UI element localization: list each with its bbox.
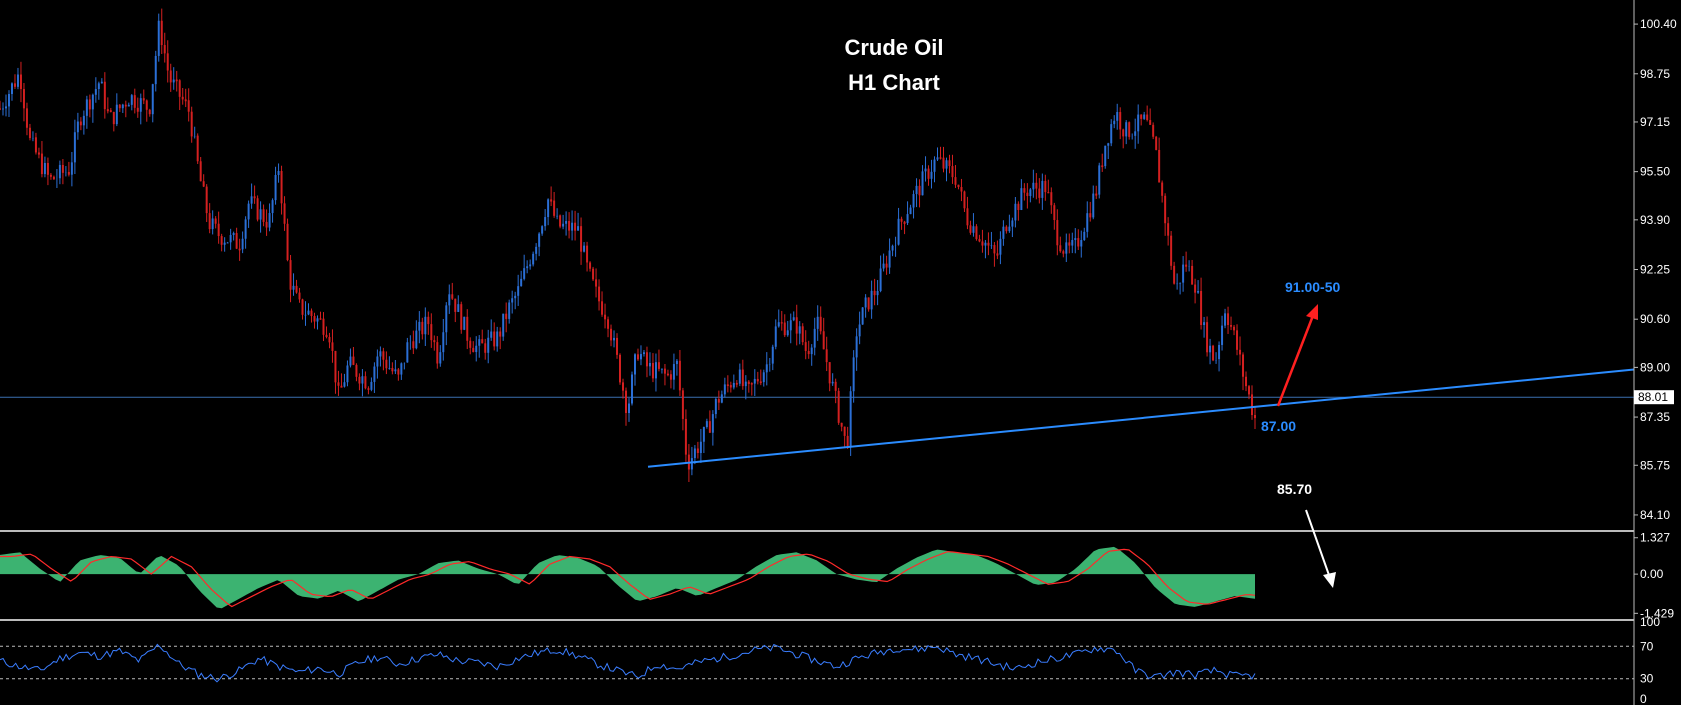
current-price-box (1634, 390, 1674, 405)
chart-title-line2: H1 Chart (848, 70, 940, 95)
price-tick-label: 85.75 (1640, 458, 1670, 472)
price-tick-label: 90.60 (1640, 312, 1670, 326)
price-tick-label: 93.90 (1640, 213, 1670, 227)
rsi-tick-label: 30 (1640, 672, 1654, 686)
arrow-down (1305, 509, 1331, 579)
macd-tick-label: 0.00 (1640, 567, 1664, 581)
price-tick-label: 87.35 (1640, 410, 1670, 424)
current-price-marker: 88.01 (1634, 390, 1674, 405)
rsi-axis: 100 70 30 0 (1640, 615, 1660, 705)
rsi-tick-label: 0 (1640, 692, 1647, 705)
price-tick-label: 98.75 (1640, 67, 1670, 81)
arrow-up-head (1306, 304, 1318, 320)
target-down-label: 85.70 (1277, 481, 1312, 497)
rsi-panel (0, 643, 1634, 683)
macd-signal-line (0, 548, 1256, 608)
macd-panel (0, 546, 1256, 609)
arrow-down-head (1323, 572, 1336, 588)
support-label: 87.00 (1261, 418, 1296, 434)
rsi-tick-label: 100 (1640, 615, 1660, 629)
price-axis: 100.40 98.75 97.15 95.50 93.90 92.25 90.60 89.0… (1634, 17, 1677, 522)
macd-tick-label: -1.429 (1640, 606, 1674, 620)
current-price-label: 88.01 (1638, 390, 1668, 404)
macd-histogram (0, 546, 1255, 609)
rsi-tick-label: 70 (1640, 639, 1654, 653)
price-tick-label: 97.15 (1640, 115, 1670, 129)
chart-title-line1: Crude Oil (844, 35, 943, 60)
price-tick-label: 92.25 (1640, 263, 1670, 277)
price-tick-label: 100.40 (1640, 17, 1677, 31)
macd-tick-label: 1.327 (1640, 531, 1670, 545)
support-trendline (647, 368, 1635, 468)
macd-axis: 1.327 0.00 -1.429 (1634, 531, 1674, 620)
arrow-up (1276, 312, 1316, 407)
rsi-line (0, 643, 1256, 683)
price-tick-label: 84.10 (1640, 508, 1670, 522)
price-panel (0, 8, 1635, 483)
price-tick-label: 95.50 (1640, 165, 1670, 179)
target-up-label: 91.00-50 (1285, 279, 1340, 295)
price-tick-label: 89.00 (1640, 360, 1670, 374)
